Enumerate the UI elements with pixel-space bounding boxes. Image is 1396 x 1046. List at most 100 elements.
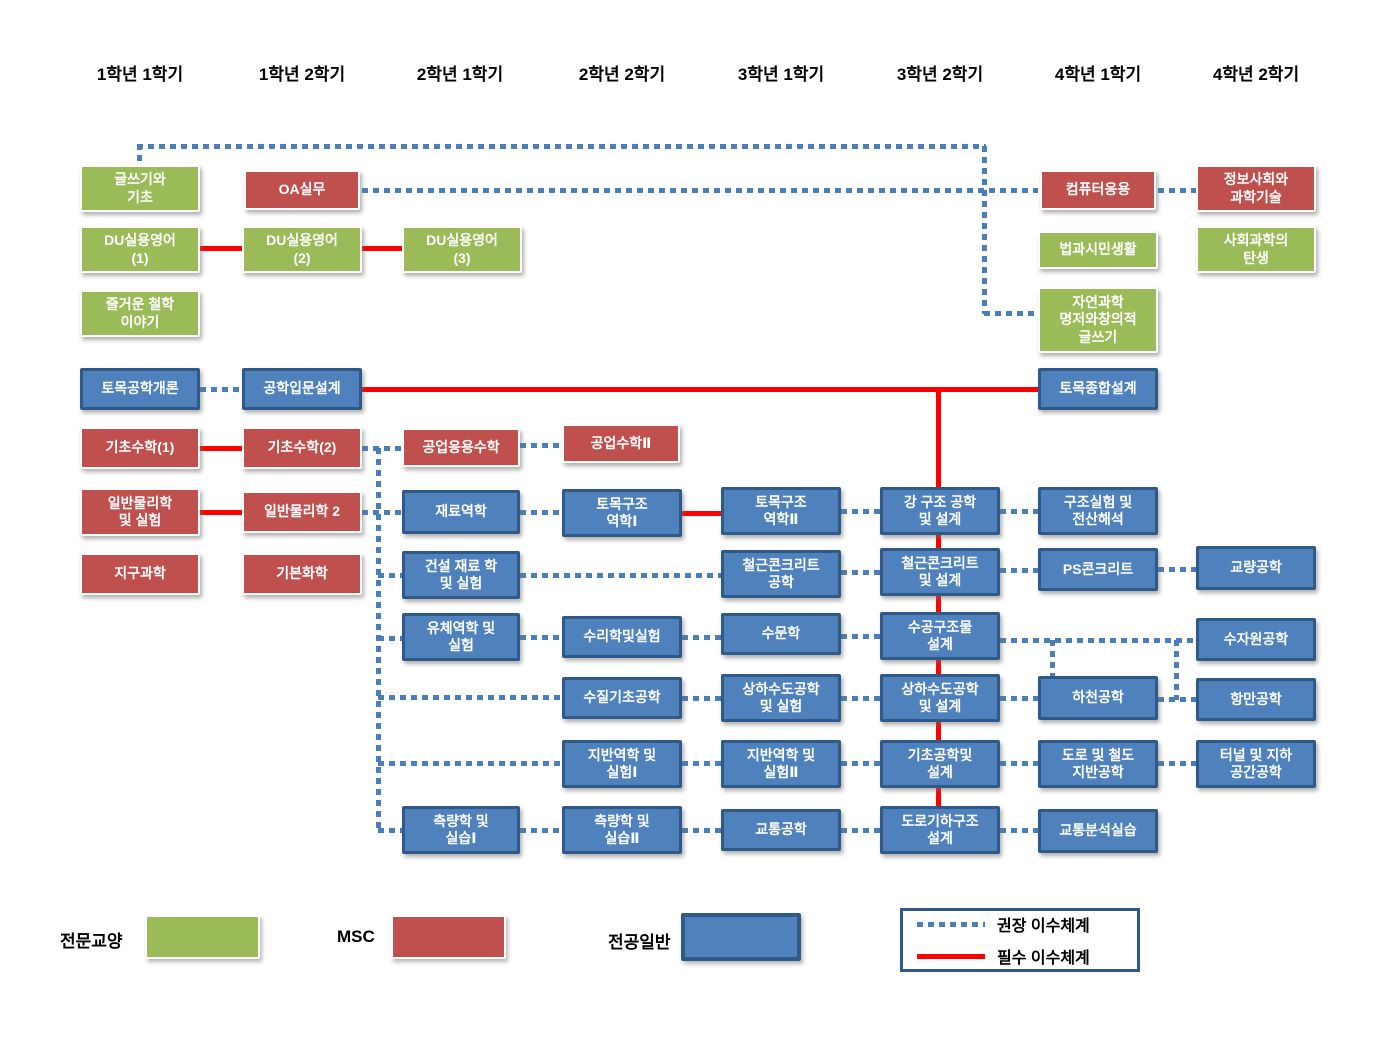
course-box-eng-math-2: 공업수학Ⅱ [562, 424, 680, 463]
connector-line-dotted [1000, 696, 1038, 701]
required-line-sample [917, 953, 985, 959]
connector-line-dotted [682, 828, 721, 833]
connector-line-dotted [1000, 568, 1038, 573]
legend-swatch-msc [391, 915, 506, 959]
course-box-geotech-exp-1: 지반역학 및 실험Ⅰ [562, 740, 682, 788]
line-legend-box: 권장 이수체계 필수 이수체계 [900, 908, 1140, 972]
connector-line-dotted [682, 696, 721, 701]
connector-line-dotted [841, 761, 880, 766]
connector-line-dotted [1000, 828, 1038, 833]
course-box-info-society-science-tech: 정보사회와 과학기술 [1196, 165, 1316, 212]
course-box-water-supply-exp: 상하수도공학 및 실험 [721, 674, 841, 722]
connector-line-dotted [1000, 509, 1038, 514]
course-box-basic-math-2: 기초수학(2) [242, 427, 362, 469]
connector-line-dotted [841, 696, 880, 701]
connector-line-dotted [137, 144, 142, 166]
connector-line-dotted [1050, 640, 1055, 698]
course-box-harbor-engineering: 항만공학 [1196, 678, 1316, 721]
connector-line-dotted [520, 510, 564, 515]
connector-line-dotted [841, 509, 880, 514]
course-box-law-citizen-life: 법과시민생활 [1038, 231, 1158, 269]
connector-line-dotted [1000, 638, 1196, 643]
course-box-du-english-3: DU실용영어 (3) [402, 226, 522, 273]
course-box-computer-application: 컴퓨터응용 [1040, 170, 1156, 210]
recommended-line-sample [917, 921, 985, 927]
course-box-hydraulics-exp: 수리학및실험 [562, 616, 682, 658]
course-box-surveying-practice-1: 측량학 및 실습Ⅰ [402, 806, 520, 854]
connector-line-dotted [1158, 188, 1196, 193]
connector-line-dotted [362, 188, 1038, 193]
column-header-6: 3학년 2학기 [896, 65, 984, 84]
course-box-general-physics-1: 일반물리학 및 실험 [80, 488, 200, 536]
column-header-8: 4학년 2학기 [1212, 65, 1300, 84]
legend-label-liberal-arts: 전문교양 [60, 932, 123, 951]
column-header-5: 3학년 1학기 [737, 65, 825, 84]
connector-line-dotted [378, 636, 404, 641]
course-box-construction-materials: 건설 재료 학 및 실험 [402, 551, 520, 599]
connector-line-dotted [841, 828, 880, 833]
connector-line-dotted [682, 635, 721, 640]
legend-label-required: 필수 이수체계 [997, 950, 1090, 967]
course-box-geotech-exp-2: 지반역학 및 실험Ⅱ [721, 740, 841, 788]
course-box-applied-eng-math: 공업응용수학 [402, 428, 520, 467]
connector-line-solid [682, 511, 721, 516]
course-box-traffic-engineering: 교통공학 [721, 809, 841, 851]
legend-swatch-major [681, 913, 801, 961]
legend-row-required: 필수 이수체계 [917, 944, 1123, 968]
course-box-hydrology: 수문학 [721, 613, 841, 655]
course-box-intro-eng-design: 공학입문설계 [242, 368, 362, 410]
course-box-oa-practice: OA실무 [244, 170, 360, 210]
connector-line-solid [936, 389, 941, 810]
course-box-writing-basics: 글쓰기와 기초 [80, 165, 200, 212]
connector-line-dotted [520, 443, 564, 448]
connector-line-dotted [378, 761, 564, 766]
connector-line-dotted [1158, 761, 1196, 766]
legend-row-recommended: 권장 이수체계 [917, 912, 1123, 936]
connector-line-dotted [378, 573, 404, 578]
course-box-water-supply-design: 상하수도공학 및 설계 [880, 674, 1000, 722]
connector-line-dotted [520, 828, 564, 833]
course-box-du-english-2: DU실용영어 (2) [242, 226, 362, 273]
course-box-earth-science: 지구과학 [80, 553, 200, 595]
legend-label-msc: MSC [337, 927, 375, 946]
course-box-water-resources-eng: 수자원공학 [1196, 618, 1316, 661]
course-box-river-engineering: 하천공학 [1038, 676, 1158, 720]
course-box-birth-social-science: 사회과학의 탄생 [1196, 226, 1316, 273]
course-box-rc-design: 철근콘크리트 및 설계 [880, 548, 1000, 596]
connector-line-dotted [1158, 697, 1196, 702]
course-box-road-geometry-design: 도로기하구조 설계 [880, 806, 1000, 854]
course-box-traffic-analysis-practice: 교통분석실습 [1038, 809, 1158, 853]
course-box-steel-structure-design: 강 구조 공학 및 설계 [880, 487, 1000, 535]
course-box-general-physics-2: 일반물리학 2 [242, 491, 362, 533]
connector-line-dotted [378, 828, 404, 833]
course-box-road-railway-geotech: 도로 및 철도 지반공학 [1038, 740, 1158, 788]
course-box-basic-chemistry: 기본화학 [242, 553, 362, 595]
course-box-du-english-1: DU실용영어 (1) [80, 226, 200, 273]
connector-line-dotted [982, 146, 987, 314]
course-box-bridge-engineering: 교량공학 [1196, 546, 1316, 590]
course-box-rc-engineering: 철근콘크리트 공학 [721, 550, 841, 598]
connector-line-dotted [520, 635, 564, 640]
course-box-water-quality-eng: 수질기초공학 [562, 677, 682, 719]
connector-line-solid [200, 510, 242, 515]
connector-line-dotted [841, 570, 880, 575]
course-box-philosophy-story: 즐거운 철학 이야기 [80, 290, 200, 337]
column-header-2: 1학년 2학기 [258, 65, 346, 84]
connector-line-solid [362, 246, 402, 251]
course-box-fluid-mechanics: 유체역학 및 실험 [402, 613, 520, 661]
connector-line-solid [200, 246, 242, 251]
connector-line-dotted [984, 311, 1038, 316]
connector-line-dotted [362, 510, 402, 515]
connector-line-solid [200, 446, 242, 451]
connector-line-dotted [1000, 761, 1038, 766]
course-box-natural-science-writing: 자연과학 명저와창의적 글쓰기 [1038, 287, 1158, 353]
column-header-4: 2학년 2학기 [578, 65, 666, 84]
connector-line-dotted [682, 761, 721, 766]
column-header-3: 2학년 1학기 [416, 65, 504, 84]
column-header-7: 4학년 1학기 [1054, 65, 1142, 84]
course-box-hydraulic-structure-design: 수공구조물 설계 [880, 612, 1000, 660]
course-box-material-mechanics: 재료역학 [402, 490, 520, 534]
legend-label-recommended: 권장 이수체계 [997, 918, 1090, 935]
legend-swatch-liberal-arts [145, 915, 260, 959]
